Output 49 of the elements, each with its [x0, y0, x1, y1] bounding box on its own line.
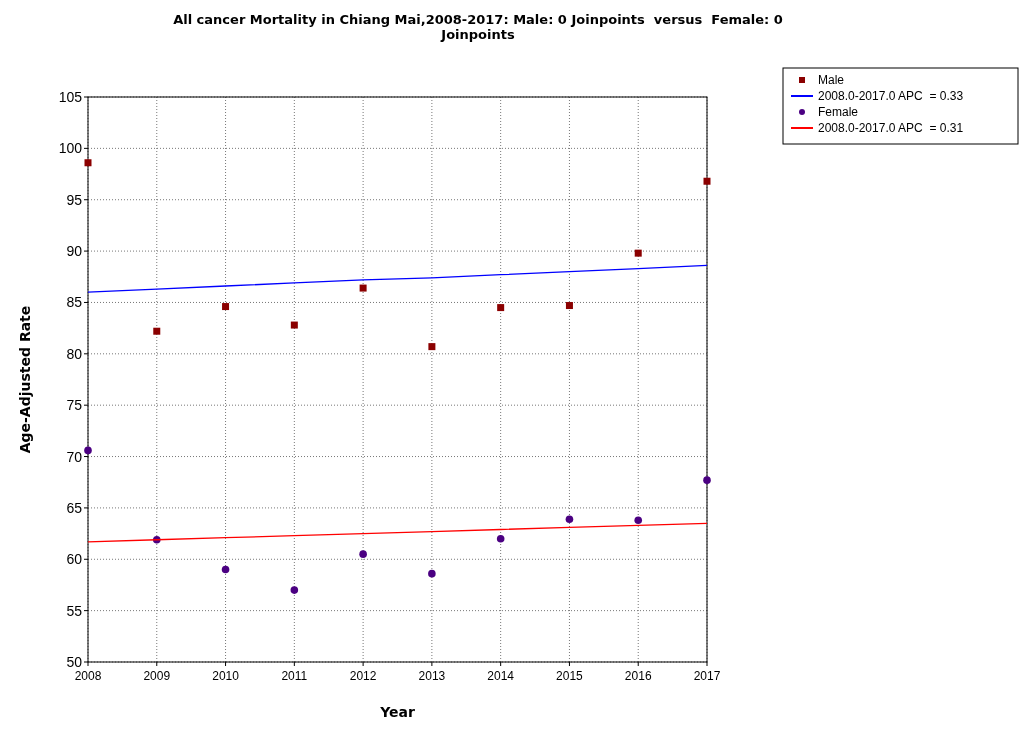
x-tick-label: 2012	[349, 669, 377, 683]
y-tick-label: 90	[66, 243, 83, 260]
x-tick-label: 2015	[556, 669, 584, 683]
y-tick-label: 85	[66, 294, 83, 311]
legend-label: Male	[818, 73, 845, 87]
y-tick-label: 60	[66, 551, 83, 568]
y-tick-label: 100	[58, 140, 83, 157]
x-axis-title: Year	[379, 704, 415, 720]
chart-title: All cancer Mortality in Chiang Mai,2008-2017: Male: 0 Joinpoints versus Female: 0 Joinpoints	[173, 12, 783, 42]
point	[428, 569, 436, 578]
x-tick-label: 2013	[418, 669, 446, 683]
y-tick-label: 50	[66, 654, 83, 670]
y-axis-title: Age-Adjusted Rate	[17, 305, 33, 454]
x-tick-label: 2011	[281, 669, 308, 683]
legend-label: 2008.0-2017.0 APC = 0.33	[818, 89, 964, 103]
x-tick-label: 2008	[74, 669, 102, 683]
point	[84, 446, 92, 455]
x-tick-label: 2014	[487, 669, 515, 683]
x-tick-label: 2009	[143, 669, 171, 683]
point	[84, 159, 92, 167]
point	[565, 515, 574, 524]
line-series	[87, 264, 708, 293]
point	[153, 327, 161, 335]
point	[222, 303, 230, 311]
point	[359, 550, 367, 558]
point	[703, 476, 711, 484]
y-tick-label: 65	[66, 499, 83, 516]
x-tick-label: 2017	[693, 669, 721, 683]
point	[634, 516, 643, 525]
y-tick-label: 95	[66, 191, 83, 208]
point	[634, 249, 642, 257]
legend-label: 2008.0-2017.0 APC = 0.31	[818, 121, 964, 135]
legend-label: Female	[818, 105, 859, 119]
point	[290, 586, 299, 594]
y-tick-label: 80	[66, 345, 83, 362]
point	[221, 565, 230, 574]
point	[565, 302, 573, 310]
x-tick-label: 2010	[212, 669, 240, 683]
point	[703, 177, 711, 185]
point	[290, 321, 298, 329]
point	[428, 343, 436, 351]
point	[496, 534, 505, 543]
y-tick-label: 55	[66, 602, 83, 619]
point	[497, 304, 505, 312]
y-tick-label: 70	[66, 448, 83, 465]
y-tick-label: 105	[58, 89, 83, 105]
y-tick-label: 75	[66, 397, 83, 414]
point	[359, 284, 367, 292]
x-tick-label: 2016	[624, 669, 652, 683]
